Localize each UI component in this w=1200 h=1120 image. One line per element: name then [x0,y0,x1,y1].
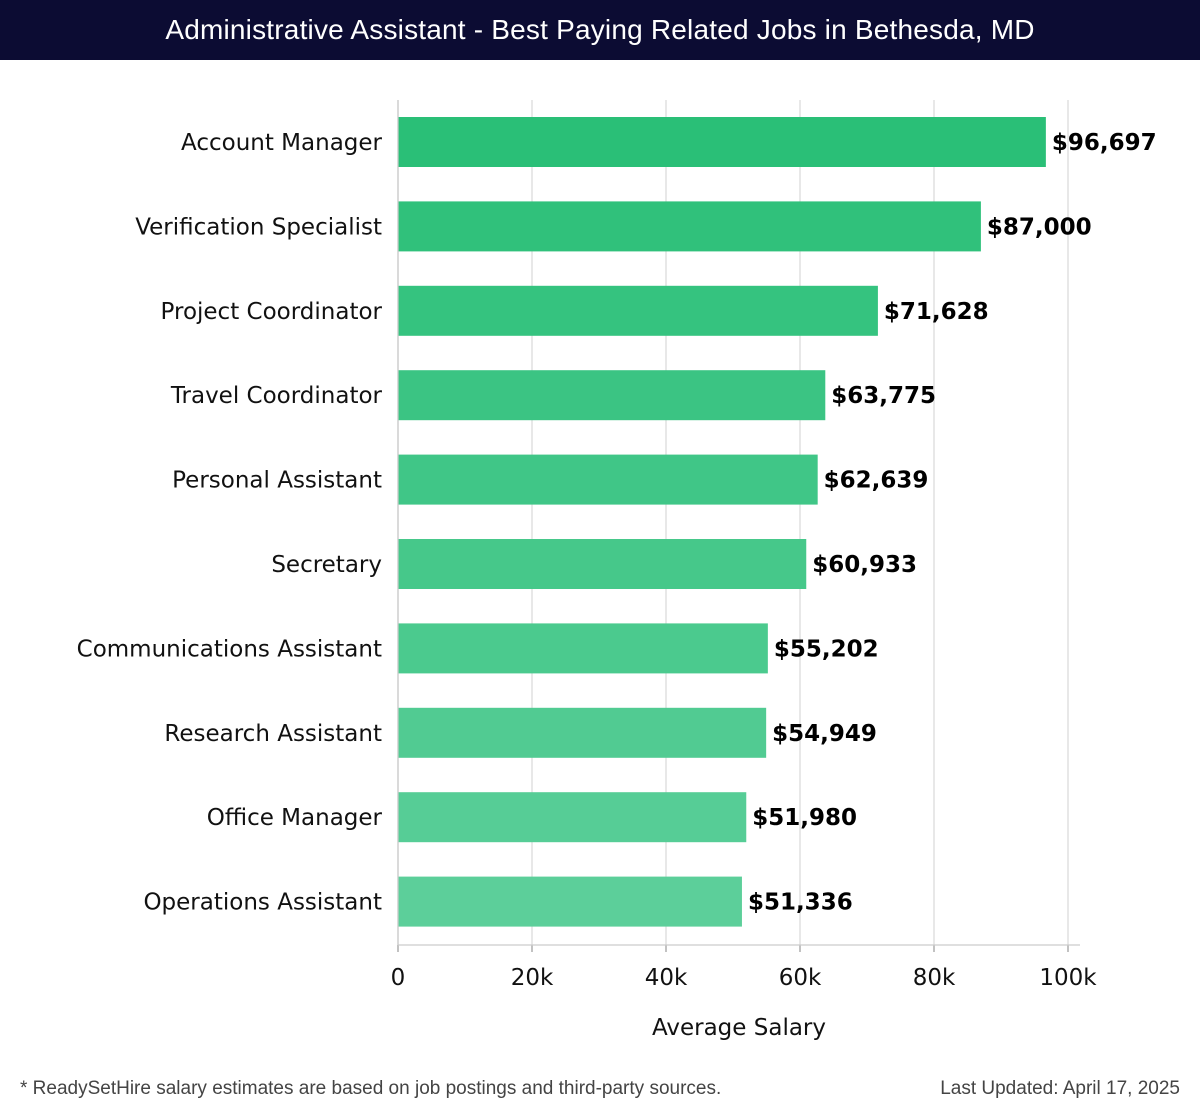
x-tick-label: 40k [645,965,688,991]
bar [398,707,767,758]
bar-value-label: $51,336 [748,890,853,916]
category-label: Secretary [271,552,382,578]
category-label: Account Manager [181,130,383,156]
x-tick-label: 0 [391,965,406,991]
x-tick-label: 60k [779,965,822,991]
bar [398,370,826,421]
category-label: Project Coordinator [161,299,383,325]
footer-updated: Last Updated: April 17, 2025 [940,1078,1180,1099]
bar-value-label: $62,639 [824,468,929,494]
category-label: Personal Assistant [172,468,382,494]
bar-value-label: $51,980 [752,805,857,831]
bars-layer: Account Manager $96,697 Verification Speci… [77,117,1157,927]
bar [398,623,768,674]
category-label: Travel Coordinator [170,383,383,409]
bar [398,201,981,252]
bar-value-label: $55,202 [774,636,879,662]
x-tick-label: 100k [1039,965,1097,991]
bar [398,285,878,336]
bar-value-label: $96,697 [1052,130,1157,156]
axis-layer: 0 20k 40k 60k 80k 100k [391,100,1097,991]
chart-title: Administrative Assistant - Best Paying R… [165,14,1035,45]
x-tick-label: 80k [913,965,956,991]
category-label: Office Manager [207,805,383,831]
bar-value-label: $63,775 [831,383,936,409]
bar-chart: Account Manager $96,697 Verification Speci… [77,100,1157,1041]
bar [398,454,818,505]
bar [398,117,1046,167]
category-label: Operations Assistant [143,890,382,916]
x-axis-title: Average Salary [652,1015,826,1041]
bar [398,792,747,843]
category-label: Verification Specialist [135,214,382,240]
bar-value-label: $54,949 [772,721,877,747]
footer-note: * ReadySetHire salary estimates are base… [20,1078,722,1099]
category-label: Research Assistant [164,721,382,747]
category-label: Communications Assistant [77,636,382,662]
bar [398,876,742,927]
bar [398,539,807,589]
x-tick-label: 20k [511,965,554,991]
bar-value-label: $71,628 [884,299,989,325]
bar-value-label: $87,000 [987,214,1092,240]
bar-value-label: $60,933 [812,552,917,578]
chart-title-bar: Administrative Assistant - Best Paying R… [0,0,1200,60]
